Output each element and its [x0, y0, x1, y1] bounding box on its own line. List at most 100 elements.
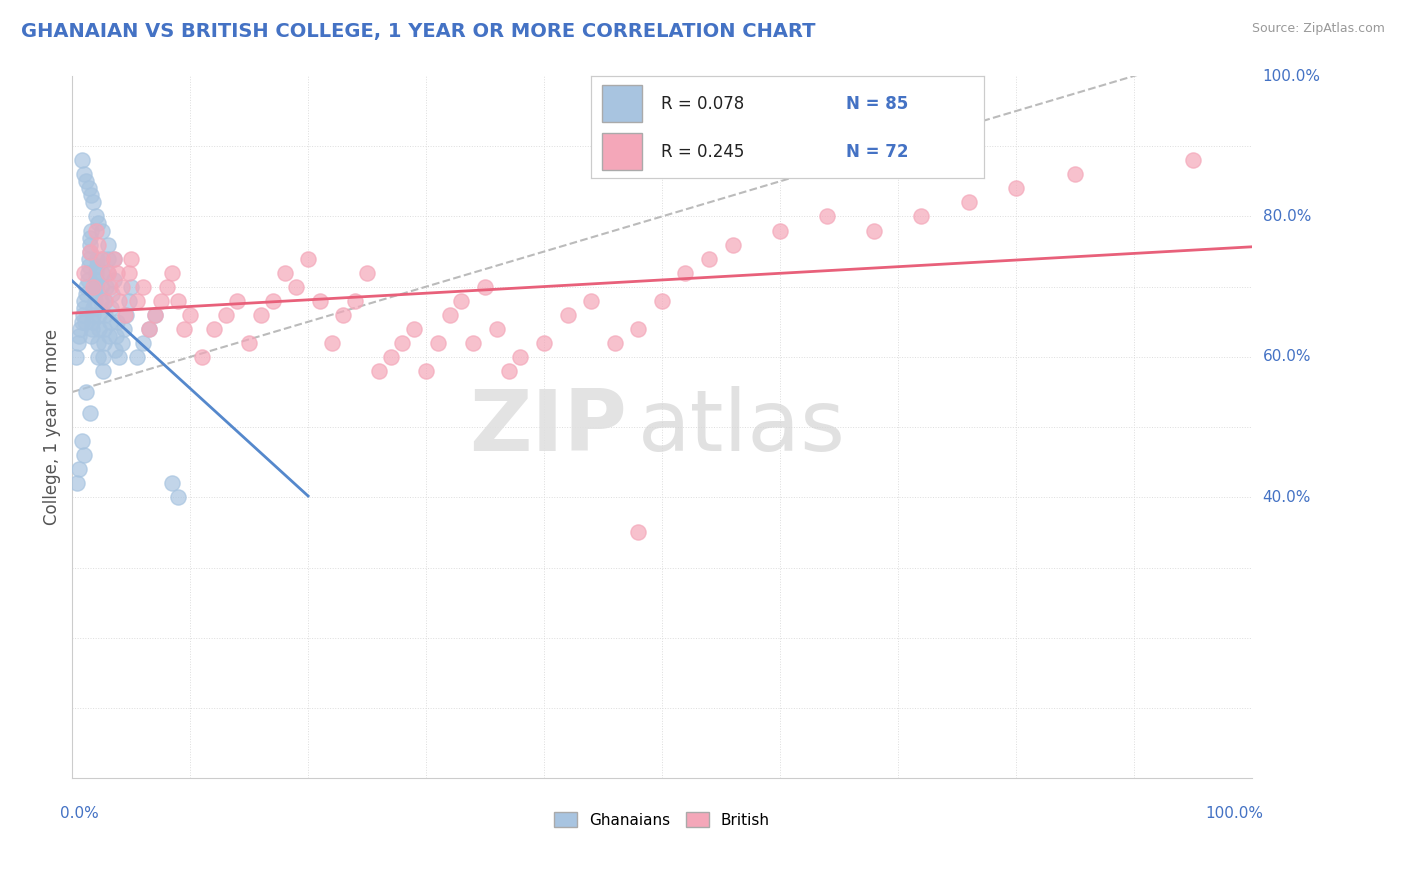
Point [118, 266, 141, 280]
Text: N = 85: N = 85 [846, 95, 908, 112]
Point [82, 322, 104, 336]
Point [533, 335, 555, 350]
Text: R = 0.245: R = 0.245 [661, 143, 745, 161]
Legend: Ghanaians, British: Ghanaians, British [548, 805, 776, 834]
Point [721, 237, 744, 252]
Point [89, 322, 111, 336]
Point [70, 315, 93, 329]
Point [77, 181, 100, 195]
Text: 100.0%: 100.0% [1263, 69, 1320, 84]
Point [73, 167, 96, 181]
Point [238, 335, 260, 350]
Point [75, 384, 97, 399]
Point [167, 491, 190, 505]
Point [83, 293, 105, 308]
Point [87, 335, 110, 350]
Point [627, 322, 650, 336]
Point [67, 335, 90, 350]
Point [80, 328, 103, 343]
Point [93, 335, 115, 350]
Point [79, 230, 101, 244]
Point [103, 273, 125, 287]
Point [67, 462, 90, 476]
Point [149, 293, 172, 308]
Point [1181, 153, 1204, 168]
Point [332, 308, 354, 322]
Point [97, 252, 120, 266]
Point [79, 406, 101, 420]
Point [73, 293, 96, 308]
Text: 40.0%: 40.0% [1263, 490, 1310, 505]
Point [98, 315, 121, 329]
Point [84, 273, 107, 287]
Text: 80.0%: 80.0% [1263, 209, 1310, 224]
Point [138, 322, 160, 336]
Text: atlas: atlas [638, 385, 846, 468]
Point [120, 252, 142, 266]
Point [94, 308, 117, 322]
Point [90, 279, 112, 293]
Point [76, 273, 98, 287]
Point [579, 293, 602, 308]
Point [82, 195, 104, 210]
Point [651, 293, 673, 308]
Point [97, 328, 120, 343]
Point [75, 286, 97, 301]
Point [627, 525, 650, 540]
Point [75, 315, 97, 329]
Point [603, 335, 626, 350]
Point [79, 244, 101, 259]
Point [910, 210, 932, 224]
Point [73, 301, 96, 315]
Point [94, 293, 117, 308]
Point [391, 335, 413, 350]
Point [111, 335, 134, 350]
Point [91, 350, 114, 364]
Point [77, 252, 100, 266]
Point [84, 210, 107, 224]
Point [127, 293, 149, 308]
Point [191, 350, 214, 364]
Bar [602, 133, 641, 170]
Point [675, 266, 697, 280]
Text: N = 72: N = 72 [846, 143, 908, 161]
Point [155, 279, 177, 293]
Point [439, 308, 461, 322]
Point [143, 308, 166, 322]
Point [863, 223, 886, 237]
Point [132, 279, 155, 293]
Point [162, 266, 184, 280]
Point [321, 335, 343, 350]
Point [79, 237, 101, 252]
Y-axis label: College, 1 year or more: College, 1 year or more [44, 329, 60, 525]
Point [285, 279, 308, 293]
Point [474, 279, 496, 293]
Point [356, 266, 378, 280]
Point [82, 315, 104, 329]
Point [111, 279, 134, 293]
Point [84, 279, 107, 293]
Point [344, 293, 367, 308]
Point [67, 328, 90, 343]
Point [83, 286, 105, 301]
Point [179, 308, 201, 322]
Point [69, 322, 91, 336]
Point [404, 322, 426, 336]
Text: 0.0%: 0.0% [60, 806, 100, 822]
Text: 100.0%: 100.0% [1205, 806, 1264, 822]
Point [105, 315, 128, 329]
Point [162, 476, 184, 491]
Point [769, 223, 792, 237]
Point [72, 308, 94, 322]
Point [297, 252, 319, 266]
Point [1063, 167, 1085, 181]
Point [66, 476, 89, 491]
Point [138, 322, 160, 336]
Point [167, 293, 190, 308]
Bar [602, 85, 641, 122]
Point [76, 266, 98, 280]
Point [214, 308, 236, 322]
Point [1004, 181, 1026, 195]
Point [84, 266, 107, 280]
Point [82, 301, 104, 315]
